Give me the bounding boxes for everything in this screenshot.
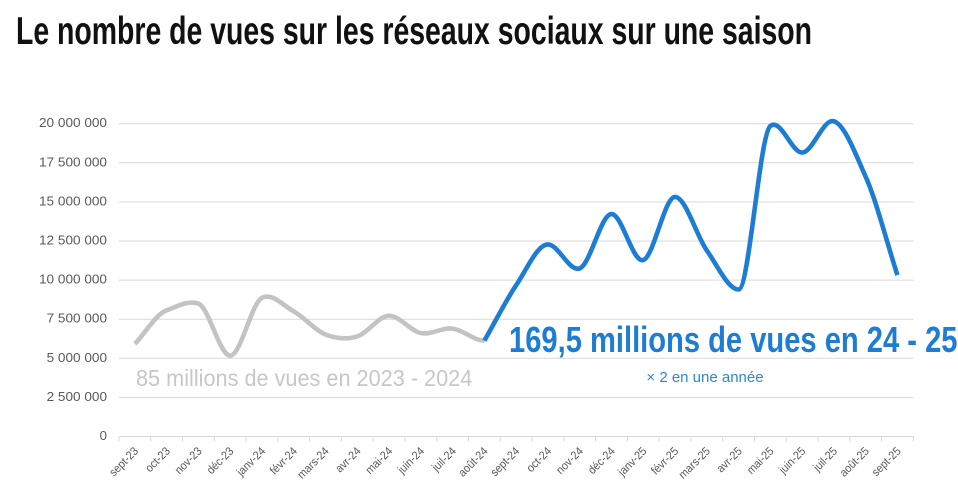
svg-text:avr-24: avr-24 (333, 444, 364, 475)
svg-text:15 000 000: 15 000 000 (39, 193, 107, 208)
svg-text:août-25: août-25 (837, 444, 872, 479)
svg-text:2 500 000: 2 500 000 (47, 389, 107, 404)
svg-text:juil-25: juil-25 (810, 444, 840, 474)
svg-text:10 000 000: 10 000 000 (39, 272, 107, 287)
svg-text:sept-25: sept-25 (869, 444, 904, 479)
svg-text:mai-25: mai-25 (744, 444, 776, 476)
svg-text:7 500 000: 7 500 000 (47, 311, 107, 326)
svg-text:20 000 000: 20 000 000 (39, 115, 107, 130)
svg-text:sept-24: sept-24 (488, 444, 523, 479)
svg-text:déc-23: déc-23 (204, 445, 236, 477)
svg-text:5 000 000: 5 000 000 (47, 350, 107, 365)
svg-text:nov-24: nov-24 (554, 444, 586, 476)
svg-text:août-24: août-24 (456, 444, 491, 479)
svg-text:juin-25: juin-25 (776, 444, 809, 477)
svg-text:17 500 000: 17 500 000 (39, 154, 107, 169)
svg-text:mars-25: mars-25 (676, 444, 713, 481)
svg-text:12 500 000: 12 500 000 (39, 232, 107, 247)
svg-text:oct-24: oct-24 (524, 444, 554, 474)
svg-text:avr-25: avr-25 (714, 444, 745, 475)
svg-text:0: 0 (100, 428, 107, 443)
svg-text:déc-24: déc-24 (586, 444, 618, 476)
svg-text:mai-24: mai-24 (363, 444, 395, 476)
svg-text:nov-23: nov-23 (172, 445, 204, 477)
svg-text:juin-24: juin-24 (395, 444, 428, 477)
svg-text:janv-24: janv-24 (234, 444, 269, 479)
svg-text:mars-24: mars-24 (295, 444, 332, 481)
svg-text:janv-25: janv-25 (615, 444, 650, 479)
svg-text:sept-23: sept-23 (107, 445, 141, 479)
svg-text:oct-23: oct-23 (143, 445, 173, 475)
svg-text:juil-24: juil-24 (429, 444, 459, 474)
